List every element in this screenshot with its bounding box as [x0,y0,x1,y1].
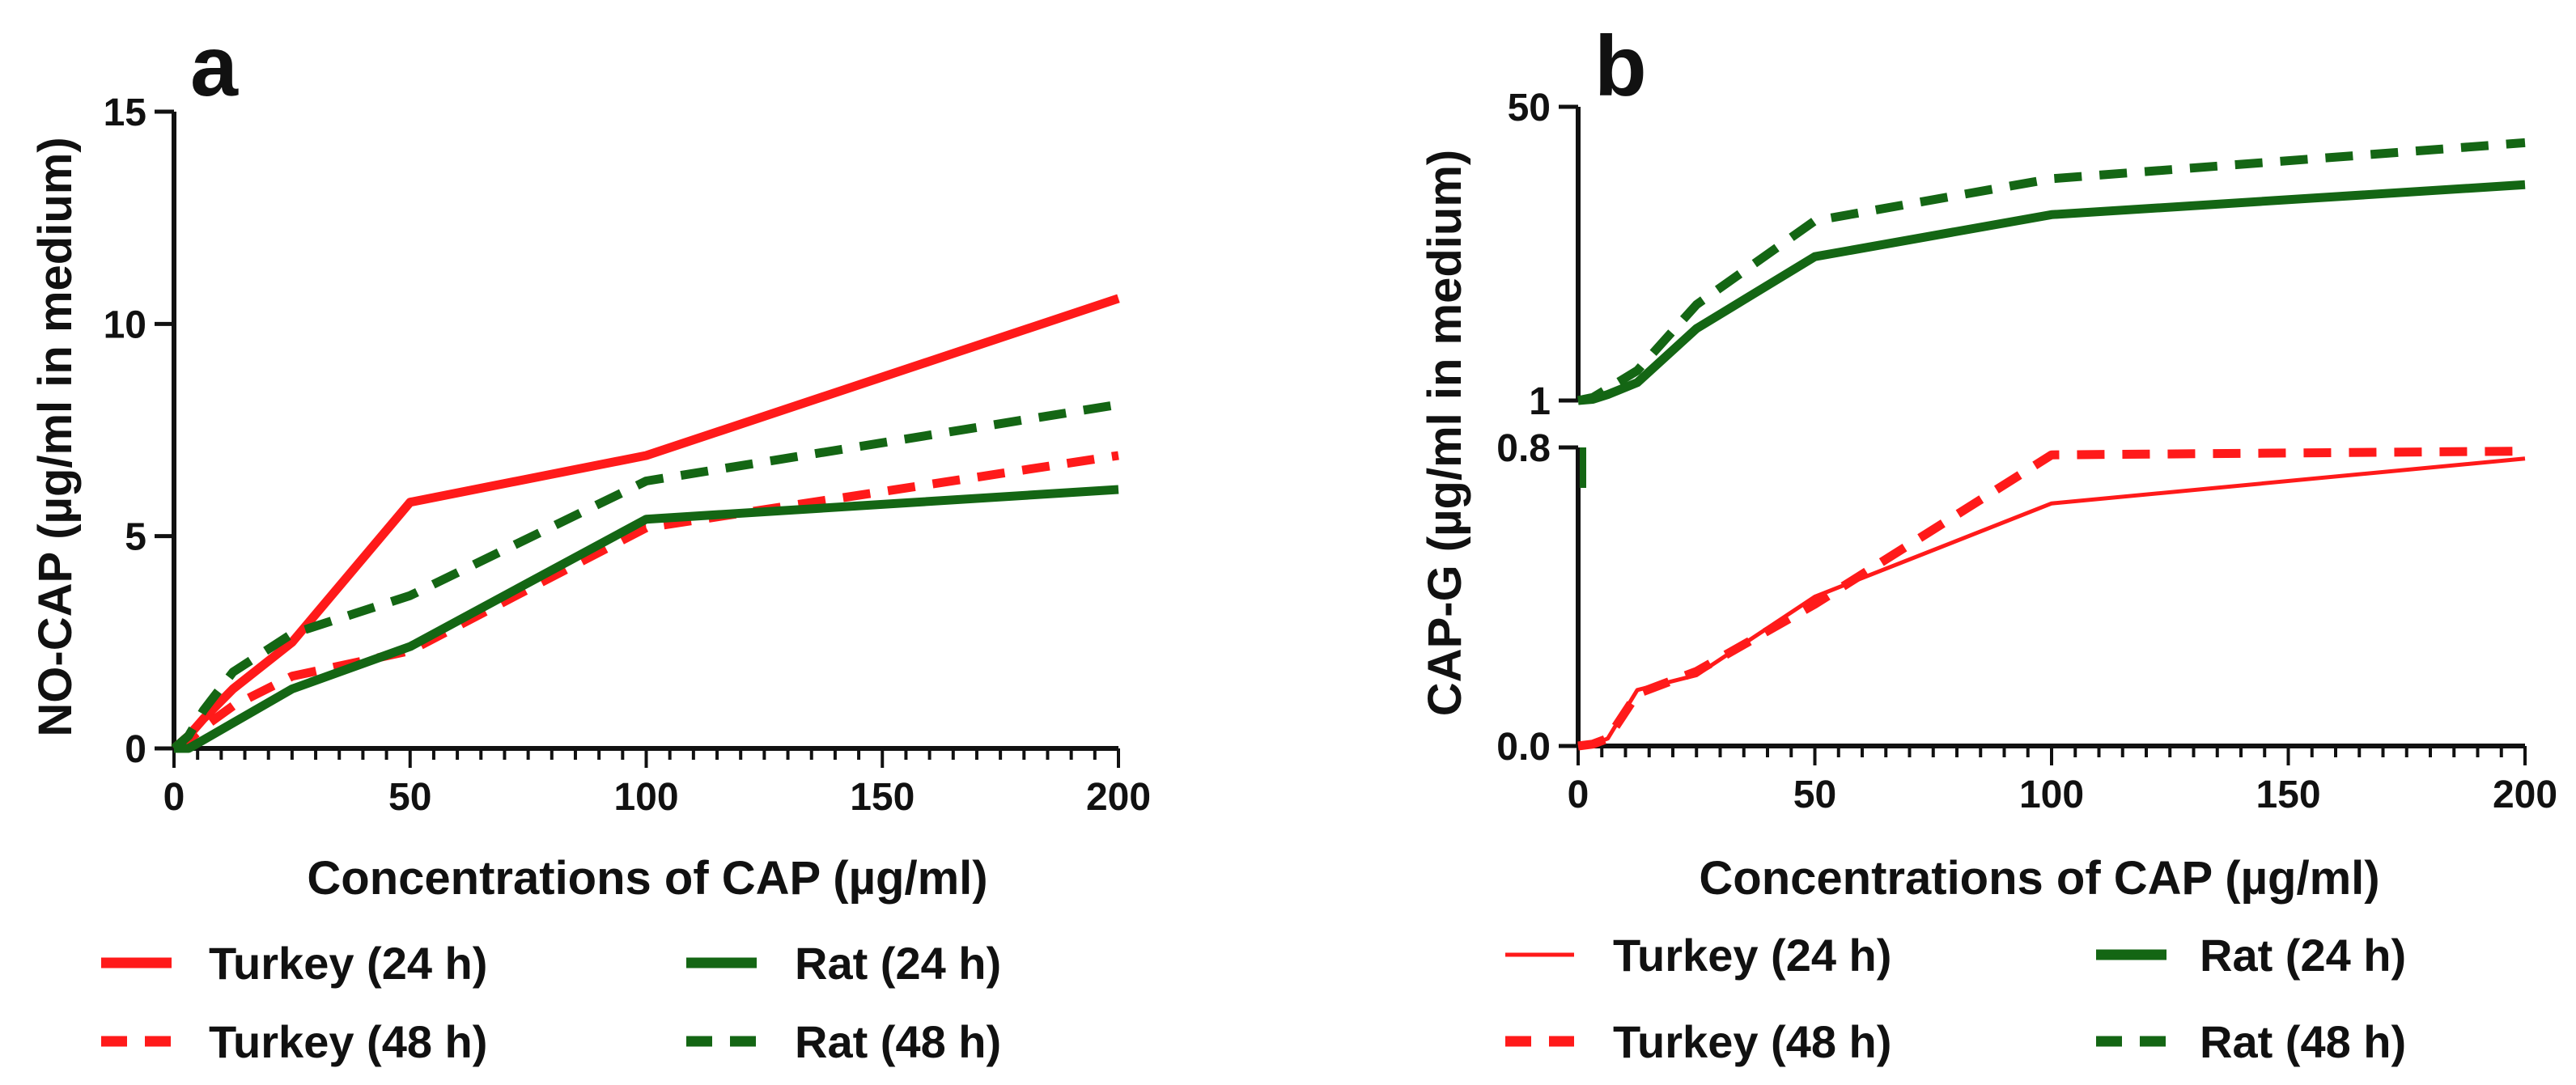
panel-label-a: a [190,19,239,114]
panel-b-y-tick-label-lower: 0.0 [1496,726,1551,769]
panel-a-x-tick-label: 0 [163,776,185,819]
panel-b-x-tick-label: 50 [1793,773,1836,816]
legend-b-label-turkey-24h: Turkey (24 h) [1613,930,1891,981]
panel-b-series-rat-48-h [1577,138,2526,405]
legend-a-label-rat-24h: Rat (24 h) [795,938,1001,989]
panel-b-ylabel: CAP-G (µg/ml in medium) [1419,150,1471,716]
legend-b-label-rat-48h: Rat (48 h) [2200,1016,2406,1067]
legend-a: Turkey (24 h) Rat (24 h) Turkey (48 h) R… [101,938,1001,1067]
panel-b-x-tick-label: 100 [2019,773,2084,816]
panel-label-b: b [1594,19,1647,114]
panel-b-y-tick-label-lower: 0.8 [1496,427,1551,470]
panel-a-y-tick-label: 15 [104,91,146,134]
panel-b-series-turkey-48-h [1577,447,2526,751]
panel-b-x-tick-label: 200 [2493,773,2557,816]
legend-b-label-turkey-48h: Turkey (48 h) [1613,1016,1891,1067]
panel-a-y-tick-label: 0 [125,728,146,771]
panel-a-series-rat-48-h [171,400,1119,752]
panel-b-xlabel: Concentrations of CAP (µg/ml) [1699,852,2379,905]
panel-a-x-tick-label: 100 [613,776,678,819]
panel-a-series-rat-24-h [174,485,1119,753]
panel-b-y-tick-label-upper: 1 [1529,380,1551,423]
legend-a-label-turkey-24h: Turkey (24 h) [209,938,487,989]
panel-b-series-turkey-24-h [1577,456,2526,748]
panel-b-x-tick-label: 0 [1568,773,1589,816]
panel-a-y-tick-label: 5 [125,516,146,559]
panel-a-xlabel: Concentrations of CAP (µg/ml) [307,852,987,905]
panel-a-y-tick-label: 10 [104,303,146,346]
panel-a-ylabel: NO-CAP (µg/ml in medium) [29,137,82,736]
panel-a-plot: 0 50 100 150 200 0 5 10 15 [104,91,1151,819]
panel-a-x-tick-label: 200 [1086,776,1151,819]
panel-a-x-tick-label: 50 [388,776,431,819]
panel-b-y-tick-label-upper: 50 [1508,87,1551,129]
legend-a-label-turkey-48h: Turkey (48 h) [209,1016,487,1067]
panel-a-x-tick-label: 150 [850,776,915,819]
legend-b-label-rat-24h: Rat (24 h) [2200,930,2406,981]
legend-b: Turkey (24 h) Rat (24 h) Turkey (48 h) R… [1505,930,2406,1067]
legend-a-label-rat-48h: Rat (48 h) [795,1016,1001,1067]
panel-b-x-tick-label: 150 [2256,773,2320,816]
